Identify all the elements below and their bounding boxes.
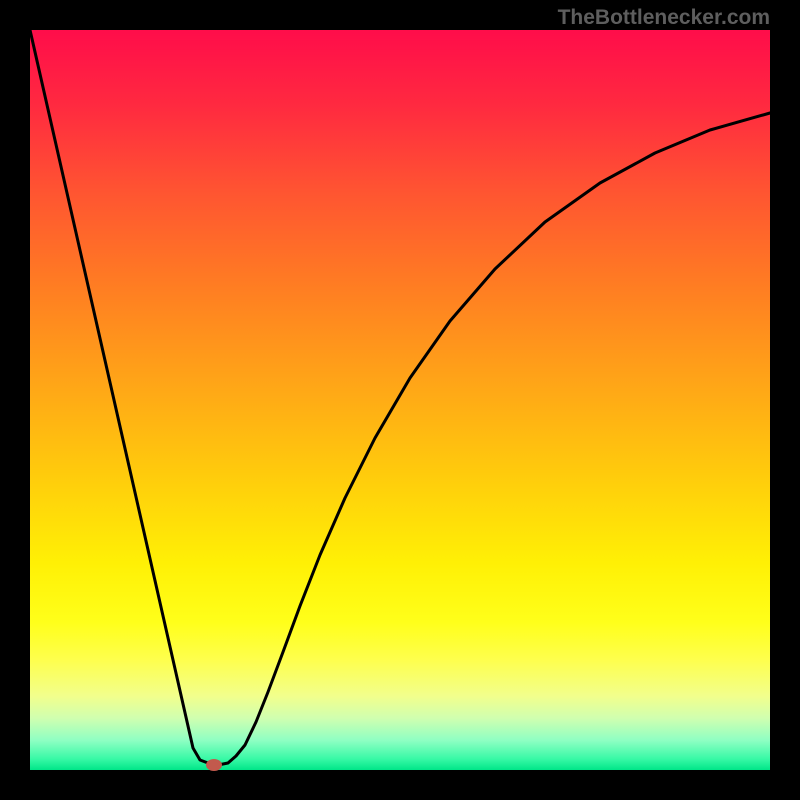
chart-container: TheBottlenecker.com [0,0,800,800]
watermark-text: TheBottlenecker.com [558,6,770,30]
bottleneck-curve [30,30,770,765]
optimum-marker [206,759,222,771]
bottleneck-curve-layer [0,0,800,800]
